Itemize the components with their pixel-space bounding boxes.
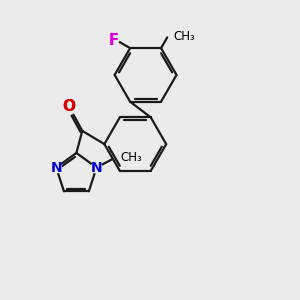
Text: F: F <box>108 33 118 48</box>
Circle shape <box>51 162 62 173</box>
Circle shape <box>64 101 74 112</box>
Circle shape <box>91 162 102 173</box>
Text: CH₃: CH₃ <box>121 152 142 164</box>
Text: F: F <box>108 33 118 48</box>
Text: O: O <box>62 99 76 114</box>
Circle shape <box>108 35 119 46</box>
Text: CH₃: CH₃ <box>174 30 196 43</box>
Text: N: N <box>50 160 62 175</box>
Text: O: O <box>62 99 76 114</box>
Text: N: N <box>91 160 102 175</box>
